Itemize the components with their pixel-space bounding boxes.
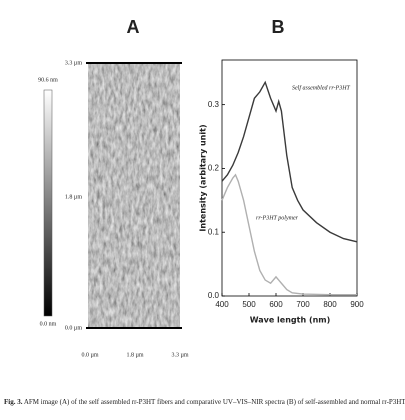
x-tick-label: 600 — [269, 300, 283, 309]
y-axis-title: Intensity (arbitary unit) — [199, 124, 208, 231]
y-tick-label: 0.2 — [208, 164, 220, 173]
y-label: 1.8 µm — [65, 194, 82, 200]
afm-image — [88, 63, 180, 328]
panel-label: B — [272, 17, 285, 37]
series-label: rr-P3HT polymer — [256, 215, 299, 221]
x-label: 1.8 µm — [126, 352, 143, 358]
colorbar-label: 0.0 nm — [40, 321, 57, 327]
caption-text: AFM image (A) of the self assembled rr-P… — [24, 398, 405, 406]
y-tick-label: 0.1 — [208, 227, 220, 236]
x-axis-title: Wave length (nm) — [250, 316, 331, 325]
caption-label: Fig. 3. — [4, 398, 23, 406]
plot-frame — [221, 59, 358, 297]
y-label: 3.3 µm — [65, 60, 82, 66]
panel-label: A — [127, 17, 140, 37]
colorbar-label: 90.6 nm — [38, 77, 58, 83]
x-tick-label: 400 — [215, 300, 229, 309]
x-tick-label: 800 — [323, 300, 337, 309]
colorbar — [43, 89, 53, 317]
y-label: 0.0 µm — [65, 325, 82, 331]
x-tick-label: 900 — [350, 300, 364, 309]
y-tick-label: 0.0 — [208, 291, 220, 300]
x-tick-label: 700 — [296, 300, 310, 309]
series-line — [221, 80, 358, 243]
caption: Fig. 3. AFM image (A) of the self assemb… — [4, 398, 405, 406]
x-label: 0.0 µm — [81, 352, 98, 358]
x-tick-label: 500 — [242, 300, 256, 309]
series-label: Self assembled rr-P3HT — [292, 84, 351, 91]
series-line — [221, 173, 357, 296]
x-label: 3.3 µm — [171, 352, 188, 358]
y-tick-label: 0.3 — [208, 100, 220, 109]
